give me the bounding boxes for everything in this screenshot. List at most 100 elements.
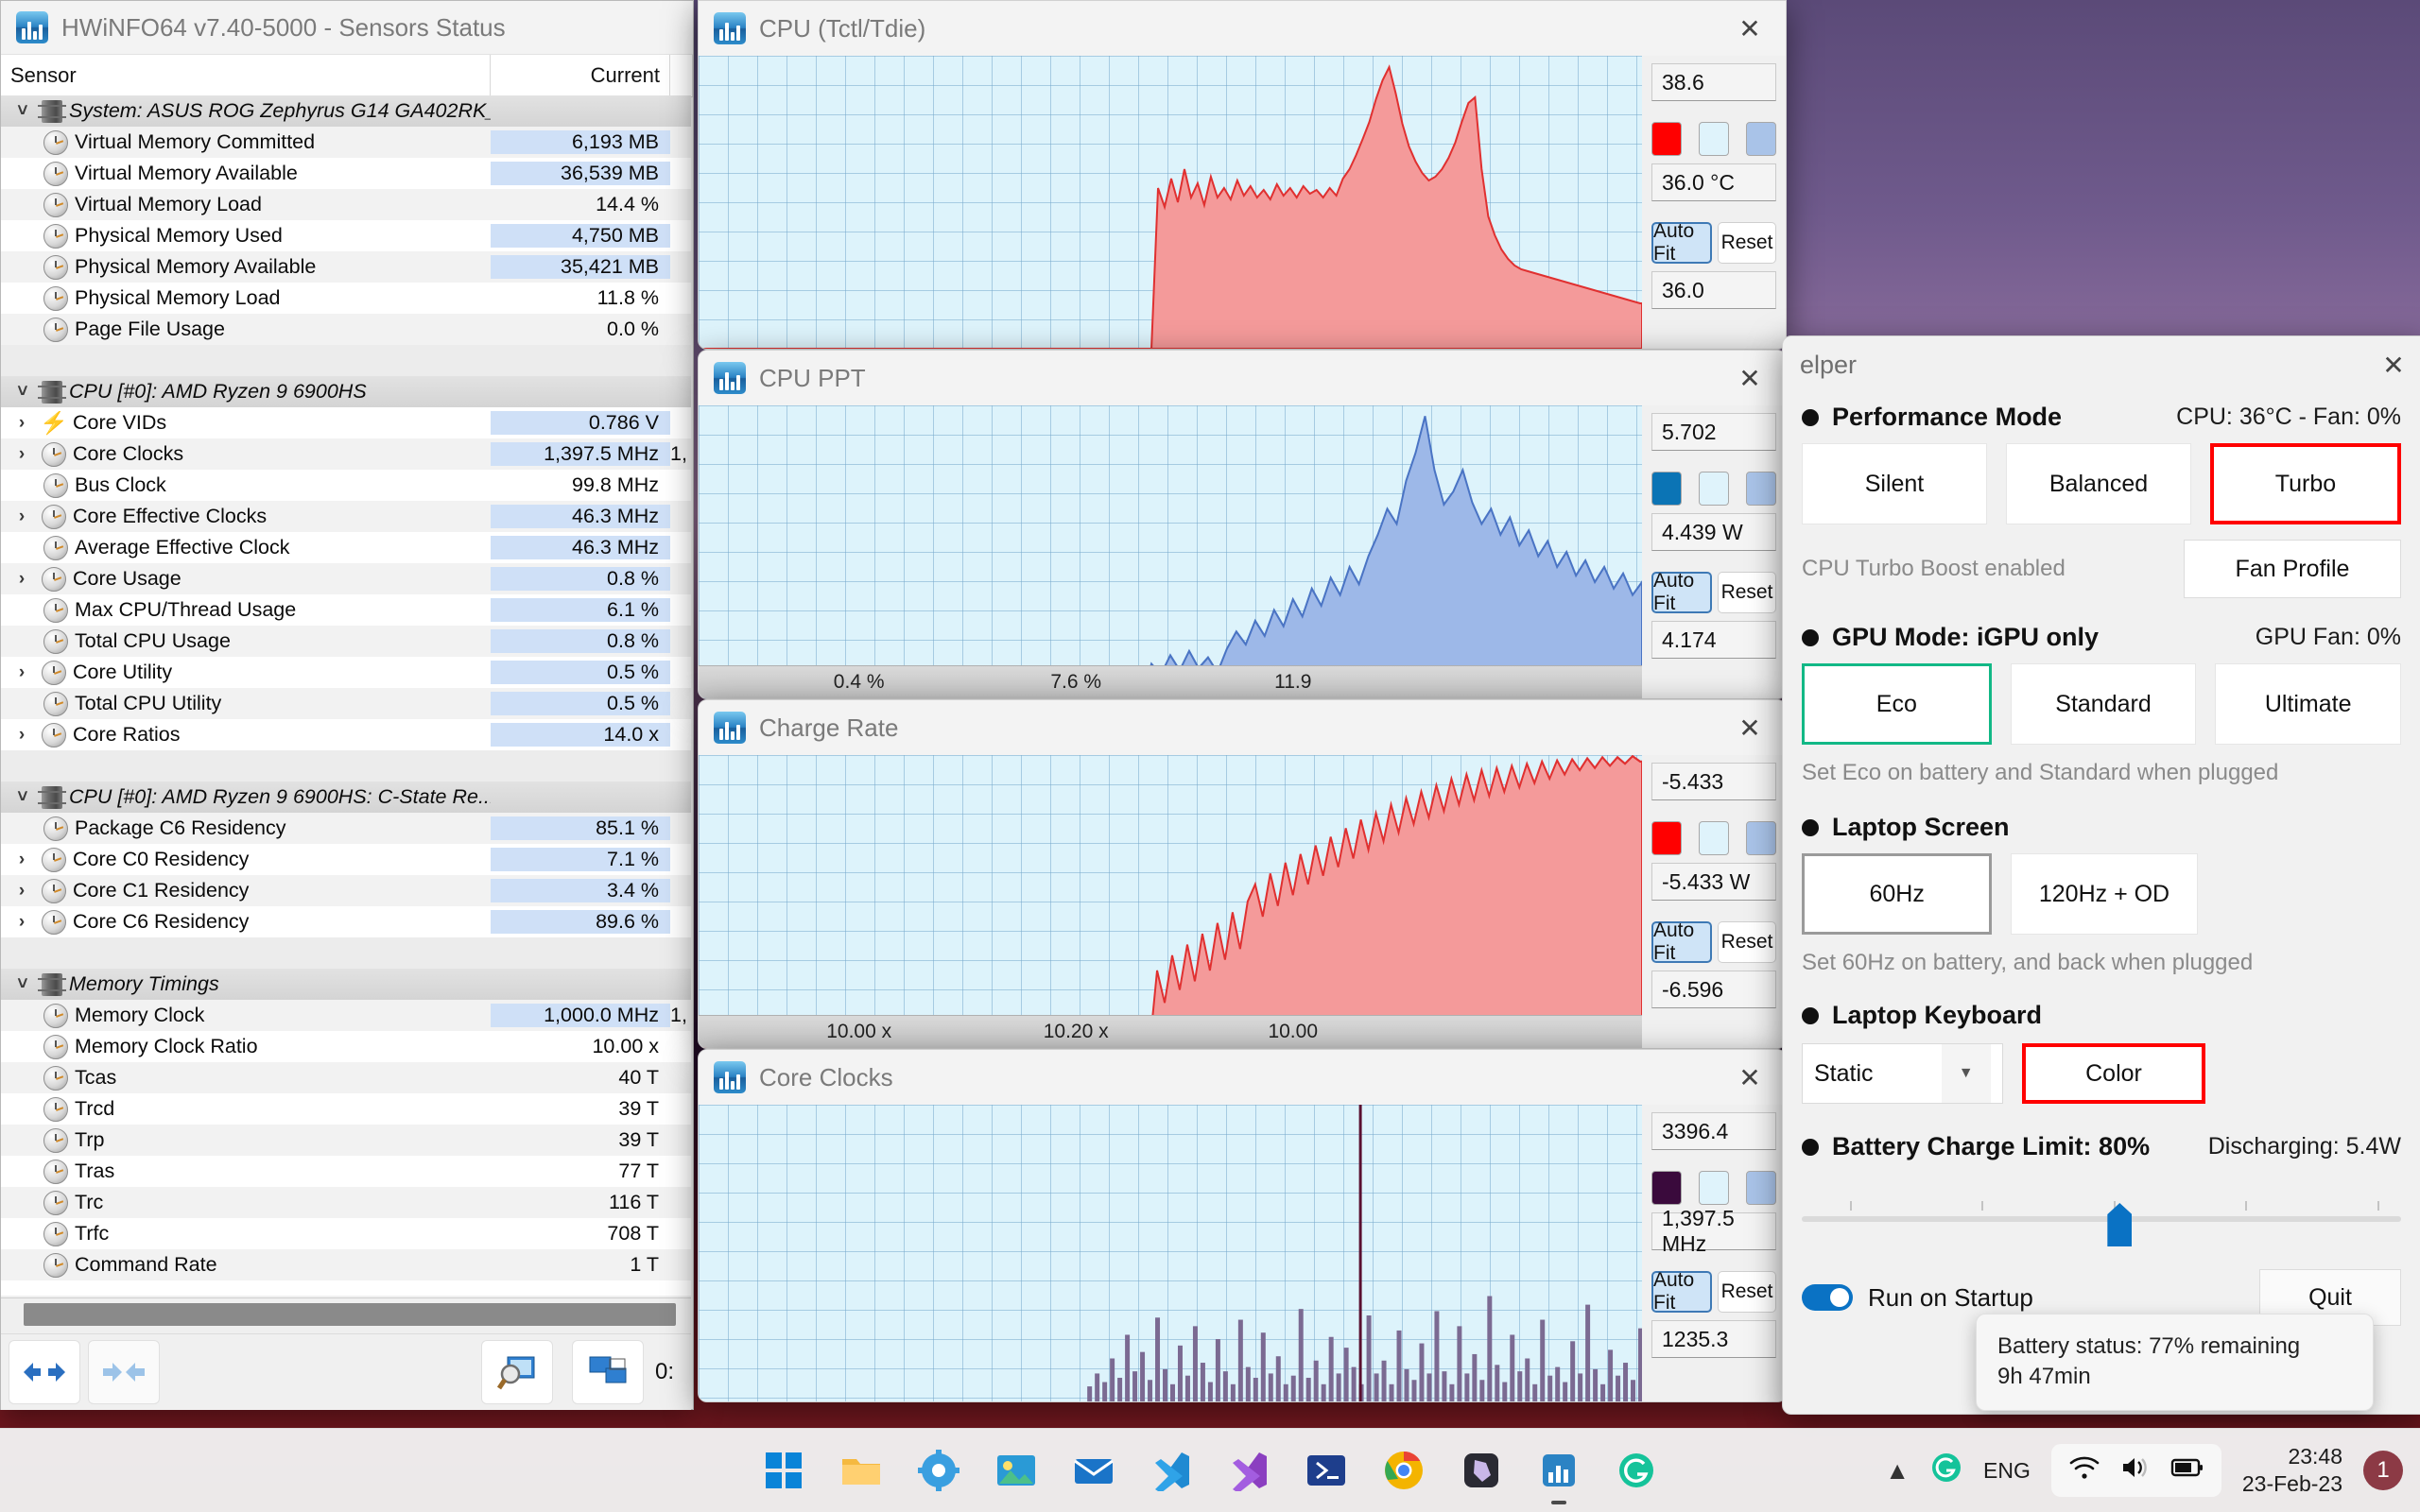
column-header-sensor[interactable]: Sensor bbox=[1, 55, 491, 96]
vscode-icon[interactable] bbox=[1146, 1445, 1197, 1496]
grid-color-swatch[interactable] bbox=[1746, 122, 1776, 156]
scrollbar-thumb[interactable] bbox=[24, 1303, 676, 1326]
snapshot-button[interactable] bbox=[480, 1340, 553, 1404]
hwinfo-titlebar[interactable]: HWiNFO64 v7.40-5000 - Sensors Status bbox=[1, 1, 693, 55]
chevron-right-icon[interactable]: › bbox=[18, 724, 26, 745]
sensor-row[interactable]: Bus Clock 99.8 MHz bbox=[1, 470, 691, 501]
background-color-swatch[interactable] bbox=[1699, 472, 1729, 506]
graph-ymin-value[interactable]: -6.596 bbox=[1651, 971, 1776, 1008]
graph-titlebar[interactable]: Charge Rate ✕ bbox=[699, 700, 1786, 756]
series-color-swatch[interactable] bbox=[1651, 472, 1682, 506]
graph-ymax-value[interactable]: 38.6 bbox=[1651, 63, 1776, 101]
column-header-current[interactable]: Current bbox=[491, 55, 670, 96]
background-color-swatch[interactable] bbox=[1699, 122, 1729, 156]
sensor-row[interactable]: › Core Usage 0.8 % bbox=[1, 563, 691, 594]
gpu-mode-ultimate-button[interactable]: Ultimate bbox=[2215, 663, 2402, 745]
chrome-icon[interactable] bbox=[1378, 1445, 1429, 1496]
graph-titlebar[interactable]: Core Clocks ✕ bbox=[699, 1050, 1786, 1106]
chevron-down-icon[interactable]: ▼ bbox=[1941, 1044, 1991, 1103]
ghelper-titlebar[interactable]: elper ✕ bbox=[1783, 336, 2420, 393]
graph-color-swatches[interactable] bbox=[1651, 472, 1776, 506]
hwinfo-toolbar[interactable]: 0: bbox=[1, 1333, 691, 1410]
graph-current-value[interactable]: 36.0 °C bbox=[1651, 163, 1776, 201]
hwinfo-icon[interactable] bbox=[1533, 1445, 1584, 1496]
graph-color-swatches[interactable] bbox=[1651, 122, 1776, 156]
close-icon[interactable]: ✕ bbox=[1738, 1062, 1761, 1092]
horizontal-scrollbar[interactable] bbox=[1, 1297, 691, 1332]
battery-icon[interactable] bbox=[2170, 1455, 2204, 1486]
close-icon[interactable]: ✕ bbox=[2382, 350, 2405, 380]
auto-fit-button[interactable]: Auto Fit bbox=[1651, 570, 1712, 614]
slider-track[interactable] bbox=[1802, 1216, 2401, 1222]
graph-current-value[interactable]: -5.433 W bbox=[1651, 863, 1776, 901]
close-icon[interactable]: ✕ bbox=[1738, 363, 1761, 393]
graph-window-charge-rate[interactable]: Charge Rate ✕ 10.00 x 10.20 x 10.00 -5.4… bbox=[698, 699, 1787, 1049]
grammarly-tray-icon[interactable] bbox=[1930, 1452, 1962, 1489]
sensor-row[interactable]: Memory Clock 1,000.0 MHz 1, bbox=[1, 1000, 691, 1031]
sensor-row[interactable]: Physical Memory Available 35,421 MB bbox=[1, 251, 691, 283]
screen-refresh-buttons[interactable]: 60Hz 120Hz + OD bbox=[1802, 853, 2401, 935]
keyboard-mode-select[interactable]: Static ▼ bbox=[1802, 1043, 2003, 1104]
sensor-row[interactable]: Total CPU Usage 0.8 % bbox=[1, 626, 691, 657]
auto-fit-button[interactable]: Auto Fit bbox=[1651, 919, 1712, 964]
graph-sidebar[interactable]: 5.702 4.439 W Auto Fit Reset 4.174 bbox=[1642, 405, 1786, 698]
grammarly-icon[interactable] bbox=[1611, 1445, 1662, 1496]
keyboard-color-button[interactable]: Color bbox=[2021, 1043, 2206, 1104]
background-color-swatch[interactable] bbox=[1699, 821, 1729, 855]
clock[interactable]: 23:48 23-Feb-23 bbox=[2242, 1443, 2342, 1498]
perf-mode-balanced-button[interactable]: Balanced bbox=[2006, 443, 2191, 524]
sensor-row[interactable]: Virtual Memory Load 14.4 % bbox=[1, 189, 691, 220]
sensor-row[interactable]: Max CPU/Thread Usage 6.1 % bbox=[1, 594, 691, 626]
windows-start-icon[interactable] bbox=[758, 1445, 809, 1496]
series-color-swatch[interactable] bbox=[1651, 1171, 1682, 1205]
graph-window-cpu-ppt[interactable]: CPU PPT ✕ 0.4 % 7.6 % 11.9 5.702 4.439 W bbox=[698, 350, 1787, 699]
graph-sidebar[interactable]: 38.6 36.0 °C Auto Fit Reset 36.0 bbox=[1642, 56, 1786, 349]
run-on-startup-toggle[interactable] bbox=[1802, 1284, 1853, 1311]
settings-gear-icon[interactable] bbox=[913, 1445, 964, 1496]
gpu-mode-eco-button[interactable]: Eco bbox=[1802, 663, 1992, 745]
sensor-row[interactable]: › Core C1 Residency 3.4 % bbox=[1, 875, 691, 906]
expand-all-button[interactable] bbox=[9, 1340, 80, 1404]
graph-window-cpu-temp[interactable]: CPU (Tctl/Tdie) ✕ 38.6 36.0 °C Auto Fit … bbox=[698, 0, 1787, 350]
sensor-row[interactable]: Trp 39 T bbox=[1, 1125, 691, 1156]
sensor-row[interactable]: Physical Memory Load 11.8 % bbox=[1, 283, 691, 314]
grid-color-swatch[interactable] bbox=[1746, 821, 1776, 855]
sensor-row[interactable]: › Core Effective Clocks 46.3 MHz bbox=[1, 501, 691, 532]
chevron-right-icon[interactable]: › bbox=[18, 911, 26, 932]
sensor-row[interactable]: Total CPU Utility 0.5 % bbox=[1, 688, 691, 719]
tray-quick-settings[interactable] bbox=[2050, 1444, 2221, 1497]
chevron-right-icon[interactable]: › bbox=[18, 412, 26, 433]
notification-badge[interactable]: 1 bbox=[2363, 1451, 2403, 1490]
screen-60hz-button[interactable]: 60Hz bbox=[1802, 853, 1993, 935]
sensor-row[interactable]: Average Effective Clock 46.3 MHz bbox=[1, 532, 691, 563]
sensor-row[interactable]: › Core Clocks 1,397.5 MHz 1, bbox=[1, 438, 691, 470]
chevron-down-icon[interactable]: ˅ bbox=[16, 786, 27, 807]
obsidian-icon[interactable] bbox=[1456, 1445, 1507, 1496]
chevron-up-icon[interactable]: ▲ bbox=[1885, 1455, 1910, 1485]
graph-ymax-value[interactable]: 5.702 bbox=[1651, 413, 1776, 451]
sensor-row[interactable]: Trfc 708 T bbox=[1, 1218, 691, 1249]
reset-button[interactable]: Reset bbox=[1718, 921, 1776, 963]
graph-window-core-clocks[interactable]: Core Clocks ✕ bbox=[698, 1049, 1787, 1402]
collapse-all-button[interactable] bbox=[88, 1340, 160, 1404]
gpu-mode-buttons[interactable]: Eco Standard Ultimate bbox=[1802, 663, 2402, 745]
fan-profile-button[interactable]: Fan Profile bbox=[2184, 540, 2401, 598]
graph-color-swatches[interactable] bbox=[1651, 821, 1776, 855]
grid-color-swatch[interactable] bbox=[1746, 1171, 1776, 1205]
grid-color-swatch[interactable] bbox=[1746, 472, 1776, 506]
auto-fit-button[interactable]: Auto Fit bbox=[1651, 1269, 1712, 1314]
sensor-row[interactable]: › Core C0 Residency 7.1 % bbox=[1, 844, 691, 875]
language-indicator[interactable]: ENG bbox=[1983, 1457, 2031, 1483]
graph-ymax-value[interactable]: 3396.4 bbox=[1651, 1112, 1776, 1150]
hwinfo-window[interactable]: HWiNFO64 v7.40-5000 - Sensors Status Sen… bbox=[0, 0, 694, 1410]
graph-sidebar[interactable]: 3396.4 1,397.5 MHz Auto Fit Reset 1235.3 bbox=[1642, 1105, 1786, 1401]
graph-current-value[interactable]: 4.439 W bbox=[1651, 513, 1776, 551]
performance-mode-buttons[interactable]: Silent Balanced Turbo bbox=[1802, 443, 2401, 524]
graph-sidebar[interactable]: -5.433 -5.433 W Auto Fit Reset -6.596 bbox=[1642, 755, 1786, 1048]
photos-icon[interactable] bbox=[991, 1445, 1042, 1496]
volume-icon[interactable] bbox=[2119, 1453, 2152, 1487]
graph-ymin-value[interactable]: 36.0 bbox=[1651, 271, 1776, 309]
chevron-right-icon[interactable]: › bbox=[18, 849, 26, 869]
chevron-down-icon[interactable]: ˅ bbox=[16, 100, 27, 121]
sensor-row[interactable]: Package C6 Residency 85.1 % bbox=[1, 813, 691, 844]
